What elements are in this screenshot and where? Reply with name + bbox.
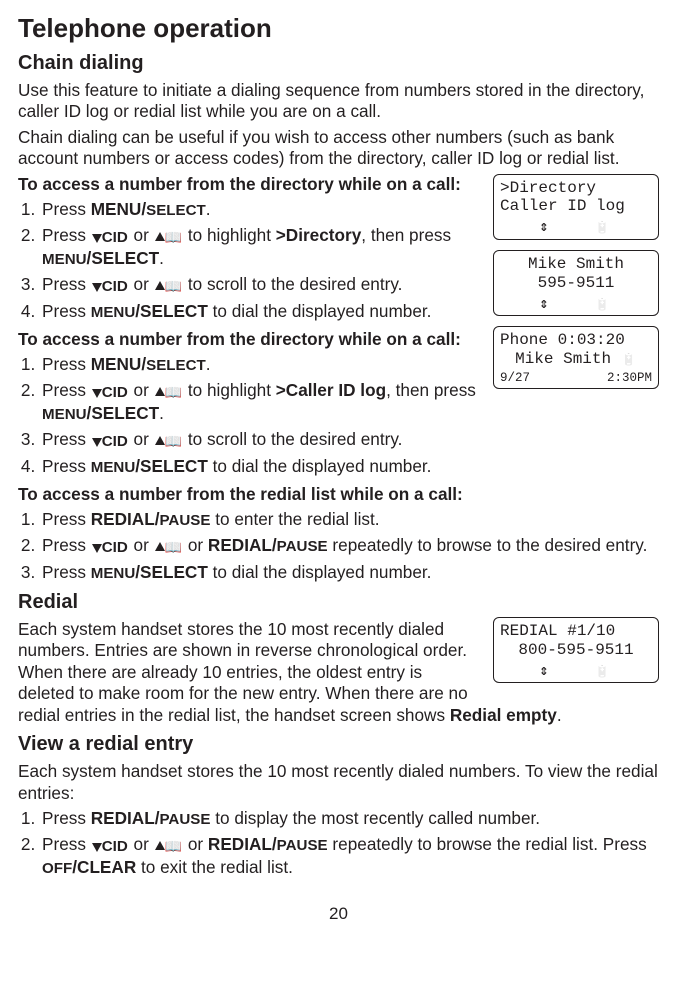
screen-line: >Directory <box>500 179 652 198</box>
up-dir-key: 📖 <box>155 381 182 403</box>
chain-dialing-heading: Chain dialing <box>18 51 659 76</box>
screen-line: REDIAL #1/10 <box>500 622 652 641</box>
up-dir-key: 📖 <box>155 430 182 452</box>
screen-line: Phone 0:03:20 <box>500 331 652 350</box>
view-redial-heading: View a redial entry <box>18 732 659 757</box>
battery-icon <box>621 353 637 367</box>
updown-icon <box>539 663 550 680</box>
up-dir-key: 📖 <box>155 835 182 857</box>
down-cid-key: CID <box>92 835 128 857</box>
chain-sub3: To access a number from the redial list … <box>18 484 659 506</box>
battery-icon <box>594 663 612 680</box>
up-dir-key: 📖 <box>155 275 182 297</box>
screen-line: Mike Smith <box>500 255 652 274</box>
screen-phone-call: Phone 0:03:20 Mike Smith 9/27 2:30PM <box>493 326 659 389</box>
screen-contact: Mike Smith 595-9511 <box>493 250 659 316</box>
chain-p1: Use this feature to initiate a dialing s… <box>18 80 659 123</box>
redial-heading: Redial <box>18 590 659 615</box>
page-number: 20 <box>18 903 659 924</box>
list-item: Press MENU/SELECT to dial the displayed … <box>40 562 659 584</box>
up-dir-key: 📖 <box>155 226 182 248</box>
list-item: Press MENU/SELECT to dial the displayed … <box>40 456 659 478</box>
screen-icons <box>500 219 652 237</box>
screen-line: Mike Smith <box>500 350 652 369</box>
list-item: Press CID or 📖 to scroll to the desired … <box>40 429 659 452</box>
screen-time: 2:30PM <box>607 371 652 386</box>
battery-icon <box>594 219 612 236</box>
chain-list-3: Press REDIAL/PAUSE to enter the redial l… <box>18 509 659 584</box>
updown-icon <box>539 219 550 236</box>
list-item: Press REDIAL/PAUSE to display the most r… <box>40 808 659 830</box>
page-title: Telephone operation <box>18 12 659 45</box>
down-cid-key: CID <box>92 275 128 297</box>
screen-line: 800-595-9511 <box>500 641 652 660</box>
screen-stack-redial: REDIAL #1/10 800-595-9511 <box>493 617 659 693</box>
screen-bottom-row: 9/27 2:30PM <box>500 371 652 386</box>
down-cid-key: CID <box>92 226 128 248</box>
list-item: Press CID or 📖 or REDIAL/PAUSE repeatedl… <box>40 535 659 558</box>
screen-directory: >Directory Caller ID log <box>493 174 659 240</box>
screen-redial: REDIAL #1/10 800-595-9511 <box>493 617 659 683</box>
screen-stack: >Directory Caller ID log Mike Smith 595-… <box>493 174 659 399</box>
view-redial-list: Press REDIAL/PAUSE to display the most r… <box>18 808 659 879</box>
down-cid-key: CID <box>92 430 128 452</box>
down-cid-key: CID <box>92 536 128 558</box>
battery-icon <box>594 296 612 313</box>
updown-icon <box>539 296 550 313</box>
screen-line: 595-9511 <box>500 274 652 293</box>
screen-date: 9/27 <box>500 371 530 386</box>
down-cid-key: CID <box>92 381 128 403</box>
screen-icons <box>500 663 652 681</box>
list-item: Press CID or 📖 or REDIAL/PAUSE repeatedl… <box>40 834 659 879</box>
up-dir-key: 📖 <box>155 536 182 558</box>
view-redial-p: Each system handset stores the 10 most r… <box>18 761 659 804</box>
list-item: Press REDIAL/PAUSE to enter the redial l… <box>40 509 659 531</box>
chain-p2: Chain dialing can be useful if you wish … <box>18 127 659 170</box>
screen-icons <box>500 296 652 314</box>
screen-line: Caller ID log <box>500 197 652 216</box>
